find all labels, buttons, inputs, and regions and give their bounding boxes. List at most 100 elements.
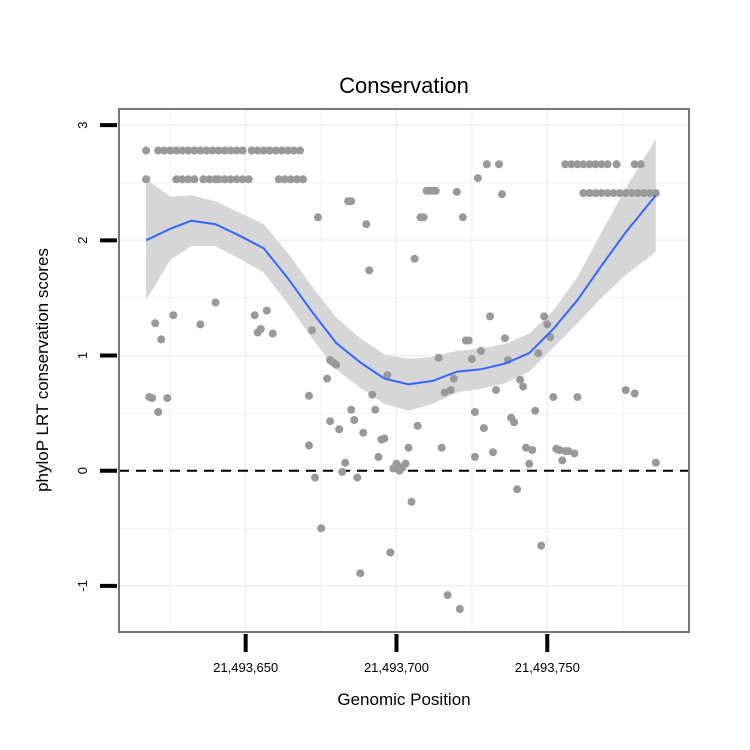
data-point	[470, 452, 479, 461]
data-point	[335, 425, 344, 434]
data-point	[178, 146, 187, 155]
data-point	[482, 160, 491, 169]
data-point	[160, 146, 169, 155]
data-point	[268, 329, 277, 338]
data-point	[347, 405, 356, 414]
data-point	[645, 189, 654, 198]
data-point	[190, 146, 199, 155]
chart-title: Conservation	[339, 73, 469, 98]
data-point	[446, 386, 455, 395]
data-point	[142, 146, 151, 155]
plot-border	[118, 108, 690, 633]
data-point	[501, 334, 509, 343]
data-point	[280, 175, 289, 184]
data-point	[534, 349, 543, 358]
data-point	[609, 189, 618, 198]
data-point	[495, 160, 503, 169]
data-point	[226, 146, 235, 155]
data-point	[567, 160, 576, 169]
data-point	[277, 146, 286, 155]
data-point	[184, 175, 193, 184]
data-point	[437, 443, 446, 452]
data-point	[338, 467, 347, 476]
data-point	[220, 175, 229, 184]
data-point	[522, 443, 531, 452]
data-point	[148, 394, 157, 403]
x-axis-label: Genomic Position	[337, 690, 470, 709]
data-point	[314, 213, 322, 222]
data-point	[401, 459, 410, 468]
data-point	[621, 386, 630, 395]
data-point	[154, 408, 163, 416]
data-point	[633, 189, 642, 198]
data-point	[392, 459, 401, 468]
data-point	[651, 458, 660, 467]
y-tick-label: 0	[75, 467, 90, 474]
data-point	[271, 146, 280, 155]
data-point	[513, 485, 522, 494]
data-point	[368, 390, 377, 399]
x-axis-ticks: 21,493,650 21,493,700 21,493,750	[213, 634, 580, 675]
data-point	[380, 434, 389, 443]
data-point	[371, 405, 380, 414]
data-point	[142, 175, 151, 184]
data-point	[172, 146, 181, 155]
data-point	[289, 146, 298, 155]
data-point	[292, 175, 301, 184]
data-point	[585, 189, 594, 198]
data-point	[597, 160, 606, 169]
x-tick-label: 21,493,750	[515, 660, 580, 675]
data-point	[238, 146, 247, 155]
data-point	[374, 452, 383, 461]
data-point	[296, 146, 304, 155]
data-point	[308, 326, 316, 335]
data-point	[570, 449, 579, 458]
data-point	[274, 175, 283, 184]
data-point	[178, 175, 187, 184]
data-point	[431, 186, 440, 195]
data-point	[214, 146, 223, 155]
data-point	[208, 146, 217, 155]
data-point	[479, 424, 488, 433]
data-point	[157, 335, 166, 344]
data-point	[356, 569, 365, 578]
data-point	[226, 175, 235, 184]
y-tick-label: -1	[75, 580, 90, 592]
data-point	[579, 189, 588, 198]
data-point	[636, 160, 645, 169]
data-point	[555, 446, 564, 454]
data-point	[232, 175, 241, 184]
data-point	[615, 189, 624, 198]
data-point	[202, 146, 211, 155]
data-point	[350, 416, 359, 424]
data-point	[591, 160, 600, 169]
data-point	[473, 174, 482, 183]
data-point	[528, 446, 537, 454]
data-point	[199, 175, 208, 184]
data-point	[311, 473, 319, 482]
x-tick-label: 21,493,650	[213, 660, 278, 675]
data-point	[443, 591, 452, 600]
data-point	[359, 428, 368, 437]
data-point	[347, 197, 356, 206]
data-point	[630, 389, 639, 398]
data-point	[410, 254, 419, 263]
y-axis-ticks: -1 0 1 2 3	[75, 121, 117, 592]
data-point	[169, 311, 178, 320]
data-point	[470, 408, 479, 416]
data-point	[519, 382, 528, 391]
data-point	[353, 473, 362, 482]
data-point	[458, 213, 467, 222]
data-point	[220, 146, 229, 155]
data-point	[286, 175, 295, 184]
data-point	[299, 175, 307, 184]
data-point	[232, 146, 241, 155]
data-point	[525, 459, 534, 468]
data-point	[558, 456, 567, 465]
data-point	[323, 374, 332, 383]
data-point	[591, 189, 600, 198]
data-point	[603, 189, 612, 198]
data-point	[467, 355, 476, 363]
y-tick-label: 3	[75, 121, 90, 128]
data-point	[486, 312, 494, 321]
